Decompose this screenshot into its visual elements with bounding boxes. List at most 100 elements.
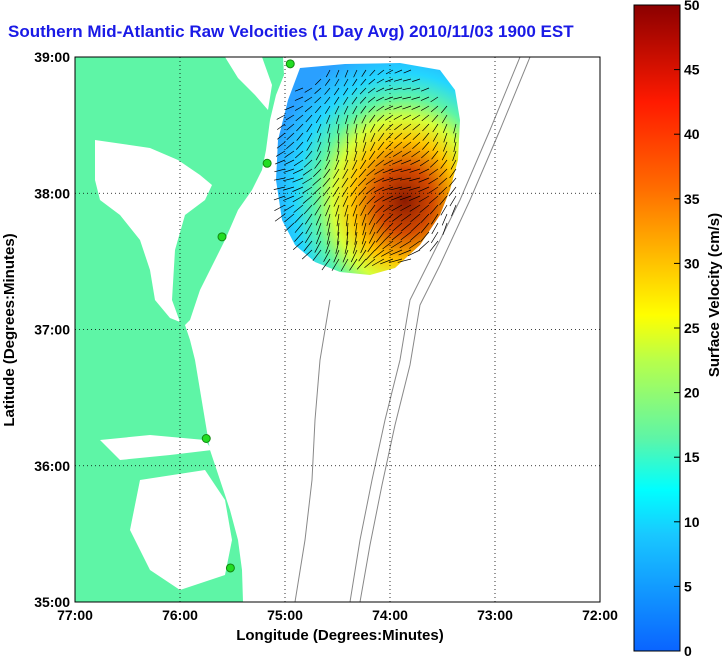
- colorbar-tick-label: 30: [684, 255, 700, 271]
- velocity-arrow: [352, 159, 358, 170]
- bathymetry-contour: [349, 57, 521, 602]
- delaware-bay: [225, 57, 272, 110]
- velocity-arrow: [384, 105, 394, 111]
- velocity-arrow: [398, 249, 412, 256]
- grid-lines: [75, 57, 600, 602]
- velocity-arrow: [362, 141, 367, 152]
- velocity-arrow: [403, 123, 412, 130]
- velocity-arrow: [409, 204, 421, 212]
- velocity-arrow: [306, 123, 313, 133]
- velocity-arrow: [333, 249, 340, 263]
- x-tick-label: 76:00: [162, 607, 198, 623]
- velocity-arrow: [325, 204, 331, 217]
- velocity-arrow: [403, 69, 412, 74]
- velocity-arrow: [422, 141, 430, 150]
- velocity-arrow: [369, 114, 376, 123]
- velocity-arrow: [440, 105, 448, 114]
- velocity-arrow: [422, 132, 430, 141]
- velocity-field: [276, 63, 460, 275]
- velocity-arrow: [391, 213, 403, 222]
- velocity-arrow: [370, 123, 376, 133]
- velocity-arrow: [409, 177, 421, 182]
- velocity-arrow: [302, 186, 313, 194]
- velocity-arrow: [337, 141, 340, 153]
- velocity-arrow: [363, 132, 367, 143]
- velocity-arrow: [428, 186, 439, 194]
- velocity-arrow: [346, 141, 349, 153]
- velocity-arrow: [430, 96, 439, 103]
- velocity-arrow: [403, 132, 412, 140]
- velocity-arrow: [286, 141, 295, 149]
- velocity-arrow: [367, 204, 376, 215]
- colorbar-ticks: 0 5 10 15 20 25 30 35 40 45 50: [674, 0, 700, 659]
- velocity-arrow: [304, 213, 313, 225]
- velocity-arrow: [374, 240, 385, 251]
- velocity-arrow: [375, 213, 385, 224]
- velocity-arrow: [438, 186, 448, 196]
- velocity-arrow: [441, 150, 448, 161]
- velocity-arrow: [316, 141, 322, 152]
- velocity-arrow: [400, 204, 412, 212]
- velocity-arrow: [353, 150, 358, 162]
- velocity-arrow: [399, 195, 412, 201]
- velocity-arrow: [385, 69, 394, 75]
- velocity-arrow: [276, 141, 286, 149]
- velocity-arrow: [314, 78, 322, 86]
- velocity-arrow: [365, 186, 376, 195]
- velocity-arrow: [411, 150, 421, 158]
- velocity-arrow: [442, 141, 448, 152]
- velocity-arrow: [312, 177, 322, 186]
- velocity-arrow: [357, 177, 367, 187]
- velocity-arrow: [350, 249, 358, 263]
- velocity-arrow: [360, 204, 367, 216]
- velocity-arrow: [366, 195, 376, 205]
- velocity-arrow: [373, 249, 385, 259]
- velocity-arrow: [326, 114, 331, 124]
- velocity-arrow: [430, 231, 439, 244]
- velocity-arrow: [306, 132, 313, 142]
- velocity-arrow: [358, 168, 367, 178]
- velocity-arrow: [360, 240, 367, 254]
- velocity-arrow: [393, 141, 403, 149]
- velocity-arrow: [349, 177, 358, 188]
- velocity-arrow: [367, 240, 376, 253]
- velocity-arrow: [420, 231, 430, 242]
- velocity-arrow: [331, 258, 340, 271]
- velocity-arrow: [343, 78, 349, 87]
- velocity-arrow: [294, 222, 304, 233]
- velocity-arrow: [383, 159, 394, 166]
- velocity-arrow: [274, 159, 286, 165]
- velocity-arrow: [420, 222, 430, 233]
- velocity-arrow: [356, 258, 367, 270]
- velocity-arrow: [441, 213, 448, 226]
- velocity-arrow: [296, 123, 304, 132]
- velocity-arrow: [326, 231, 331, 245]
- velocity-arrow: [292, 177, 304, 183]
- velocity-arrow: [274, 168, 286, 173]
- velocity-arrow: [376, 150, 385, 159]
- y-axis-ticks: 39:00 38:00 37:00 36:00 35:00: [34, 49, 70, 610]
- pamlico-sound: [130, 470, 232, 590]
- velocity-arrow: [353, 69, 358, 78]
- velocity-arrow: [295, 114, 304, 122]
- velocity-arrow: [393, 96, 403, 100]
- velocity-arrow: [332, 177, 340, 188]
- velocity-arrow: [400, 213, 412, 222]
- velocity-arrow: [336, 150, 340, 162]
- velocity-arrow: [361, 231, 367, 245]
- velocity-arrow: [376, 87, 385, 93]
- velocity-arrow: [375, 159, 385, 167]
- velocity-arrow: [381, 249, 394, 257]
- velocity-arrow: [382, 186, 394, 192]
- velocity-arrow: [399, 186, 412, 190]
- velocity-arrow: [370, 132, 376, 143]
- velocity-arrow: [449, 168, 457, 179]
- velocity-arrow: [451, 204, 457, 217]
- velocity-arrow: [284, 159, 295, 165]
- velocity-arrow: [419, 240, 430, 251]
- x-tick-label: 75:00: [267, 607, 303, 623]
- velocity-arrow: [359, 159, 367, 170]
- velocity-arrow: [346, 132, 349, 143]
- velocity-arrow: [323, 168, 331, 179]
- velocity-arrow: [382, 240, 394, 250]
